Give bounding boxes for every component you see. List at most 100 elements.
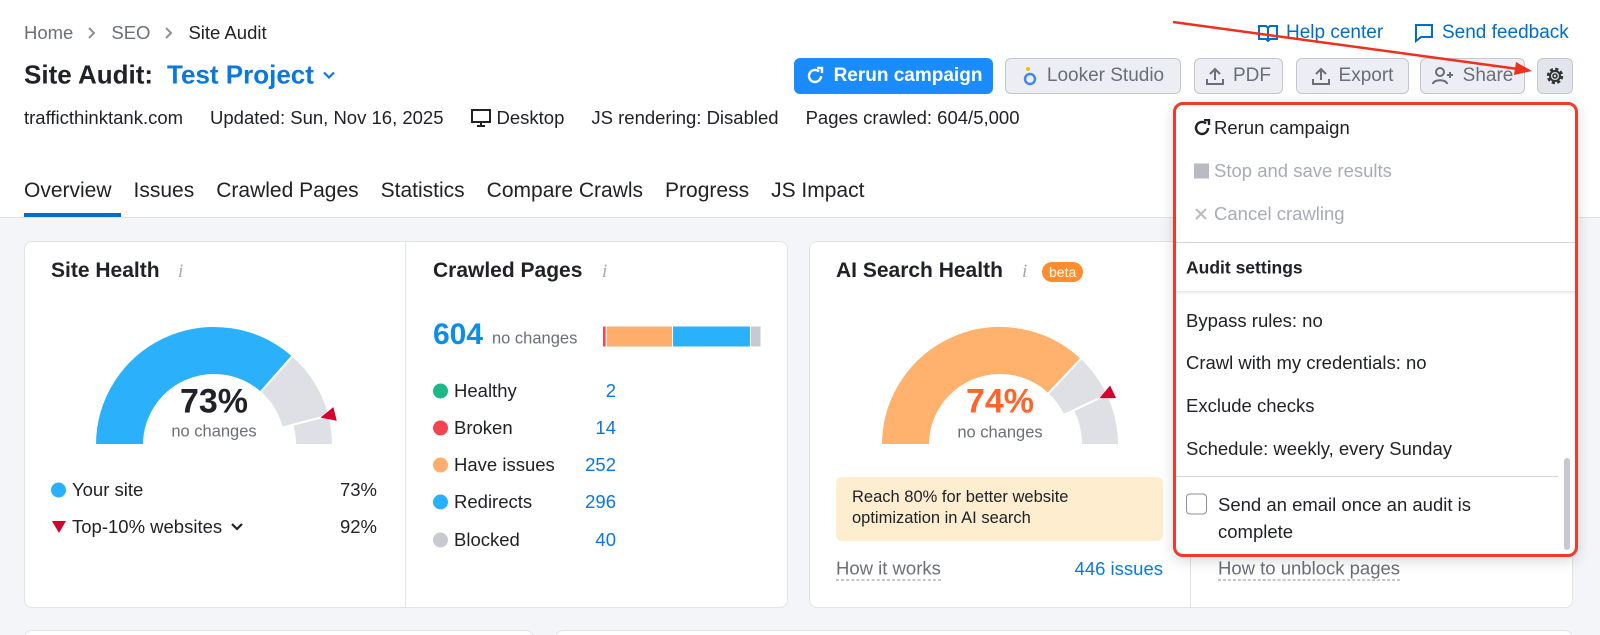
menu-item: Stop and save results <box>1214 160 1392 181</box>
tab[interactable]: JS Impact <box>771 179 865 202</box>
settings-menu: Rerun campaign Stop and save results Can… <box>1173 102 1578 557</box>
status-name: Have issues <box>454 454 555 475</box>
menu-item[interactable]: Rerun campaign <box>1214 117 1350 138</box>
checkbox-label[interactable]: Send an email once an audit is complete <box>1218 494 1472 542</box>
separator <box>1176 291 1575 295</box>
setting[interactable]: Schedule: weekly, every Sunday <box>1186 438 1453 459</box>
legend-name: Your site <box>72 479 144 500</box>
total-note: no changes <box>492 329 578 348</box>
gauge-note: no changes <box>957 423 1043 442</box>
crumb[interactable]: Home <box>24 22 74 43</box>
status-count[interactable]: 252 <box>585 454 616 475</box>
legend-marker <box>52 521 66 533</box>
legend-value: 92% <box>339 516 377 537</box>
tab[interactable]: Crawled Pages <box>216 179 359 202</box>
updated: Updated: Sun, Nov 16, 2025 <box>210 107 444 128</box>
status-count[interactable]: 296 <box>585 491 616 512</box>
gauge-value: 74% <box>965 382 1035 421</box>
menu-item: Cancel crawling <box>1214 203 1345 224</box>
section-title: Audit settings <box>1186 257 1303 278</box>
benchmark-marker <box>320 407 337 421</box>
cancel-icon <box>1195 208 1207 220</box>
meta-row: trafficthinktank.com Updated: Sun, Nov 1… <box>24 107 1020 129</box>
legend-value: 73% <box>339 479 377 500</box>
card-title: AI Search Health <box>836 259 1003 282</box>
button-label: PDF <box>1233 65 1271 86</box>
separator <box>1176 242 1575 243</box>
total-pages: 604 <box>433 318 484 351</box>
status-name: Blocked <box>454 529 520 550</box>
bar-segment <box>605 325 674 348</box>
button-label: Rerun campaign <box>833 65 983 86</box>
dropdown-chevron[interactable] <box>322 70 336 80</box>
rerun-icon <box>807 66 823 84</box>
issues-link[interactable]: 446 issues <box>1074 558 1163 579</box>
legend-dot <box>51 482 66 498</box>
gear-icon <box>1546 67 1564 85</box>
gauge-note: no changes <box>171 422 257 441</box>
setting[interactable]: Exclude checks <box>1186 395 1315 416</box>
title: Site Audit: <box>24 59 154 90</box>
tab[interactable]: Statistics <box>380 179 465 202</box>
pages-crawled: Pages crawled: 604/5,000 <box>805 107 1020 128</box>
benchmark-marker <box>1099 385 1117 399</box>
looker-button[interactable]: Looker Studio <box>1005 58 1181 94</box>
triangle <box>52 521 66 533</box>
checkbox[interactable] <box>1186 493 1207 515</box>
separator <box>1176 476 1558 477</box>
tab[interactable]: Compare Crawls <box>486 179 644 202</box>
device-label: Desktop <box>496 107 565 128</box>
settings-button[interactable] <box>1537 58 1573 94</box>
unblock-link[interactable]: How to unblock pages <box>1218 557 1401 581</box>
status-count[interactable]: 40 <box>595 529 616 550</box>
scrollbar <box>1564 458 1570 550</box>
bar-segment <box>672 325 751 348</box>
tab[interactable]: Overview <box>24 179 112 202</box>
status-dot <box>433 420 448 436</box>
gauge-value-arc <box>879 325 1083 446</box>
how-it-works-link[interactable]: How it works <box>836 557 941 581</box>
legend-item[interactable]: Top-10% websites <box>72 516 244 538</box>
bar-segment <box>749 325 762 348</box>
rerun-icon <box>1194 119 1211 136</box>
status-name: Broken <box>454 417 513 438</box>
bar-segment <box>602 325 607 348</box>
status-count[interactable]: 14 <box>595 417 616 438</box>
tabs: Overview Issues Crawled Pages Statistics Com… <box>24 179 864 203</box>
crumb: Site Audit <box>188 22 267 43</box>
notice: Reach 80% for better website optimizatio… <box>836 477 1163 541</box>
gauge-value: 73% <box>179 382 249 421</box>
status-dot <box>433 457 448 473</box>
card-title: Crawled Pages <box>433 259 583 282</box>
gauge-rest-arc <box>1071 393 1121 446</box>
gauge-rest-arc <box>291 414 335 446</box>
domain: trafficthinktank.com <box>24 107 184 128</box>
tab[interactable]: Issues <box>133 179 195 202</box>
setting[interactable]: Bypass rules: no <box>1186 310 1323 331</box>
info-icon[interactable]: i <box>1022 261 1028 282</box>
status-name: Healthy <box>454 380 517 401</box>
device: Desktop <box>470 107 565 129</box>
status-dot <box>433 494 448 510</box>
beta-badge: beta <box>1042 262 1084 282</box>
card <box>24 241 788 608</box>
tab[interactable]: Progress <box>665 179 750 202</box>
button-label: Export <box>1338 65 1394 86</box>
chevron <box>165 27 173 39</box>
info-icon[interactable]: i <box>602 261 608 282</box>
looker-icon <box>1023 67 1037 86</box>
status-dot <box>433 532 448 548</box>
project-name[interactable]: Test Project <box>167 59 314 90</box>
stop-icon <box>1194 163 1209 179</box>
rerun-button[interactable]: Rerun campaign <box>794 58 993 94</box>
status-dot <box>433 383 448 399</box>
divider <box>405 242 406 607</box>
breadcrumb: Home SEO Site Audit <box>24 22 267 44</box>
setting[interactable]: Crawl with my credentials: no <box>1186 352 1427 373</box>
status-count[interactable]: 2 <box>605 380 616 401</box>
crumb[interactable]: SEO <box>111 22 151 43</box>
info-icon[interactable]: i <box>178 261 184 282</box>
page-title: Site Audit: Test Project <box>24 60 336 91</box>
